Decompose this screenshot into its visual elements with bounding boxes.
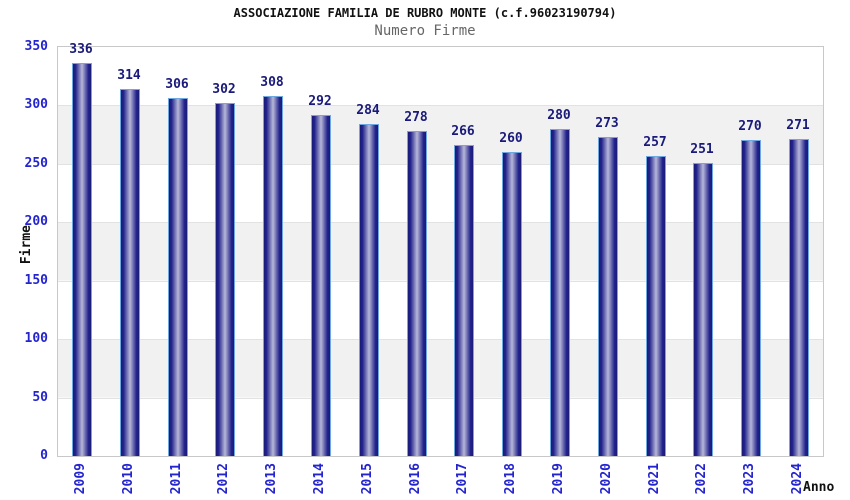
x-tick-label: 2018: [503, 463, 518, 495]
y-tick-label: 350: [24, 39, 48, 54]
bar-2009: [72, 63, 92, 456]
chart-subtitle: Numero Firme: [374, 23, 476, 39]
x-tick-label: 2021: [647, 463, 662, 495]
x-tick-label: 2009: [73, 463, 88, 495]
y-tick-label: 300: [24, 97, 48, 113]
plot-area: [57, 46, 824, 457]
bar-value-label: 302: [212, 82, 236, 97]
x-tick-label: 2011: [169, 463, 184, 495]
bar-value-label: 314: [117, 68, 141, 83]
x-tick-label: 2012: [216, 463, 231, 495]
bar-2015: [359, 124, 379, 456]
gridline: [58, 105, 823, 107]
bar-2011: [168, 98, 188, 456]
bar-2019: [550, 129, 570, 456]
bar-value-label: 266: [451, 124, 475, 139]
bar-2017: [454, 145, 474, 456]
bar-2020: [598, 137, 618, 456]
bar-2021: [646, 156, 666, 456]
bar-value-label: 273: [595, 116, 619, 131]
x-tick-label: 2016: [408, 463, 423, 495]
bar-value-label: 257: [643, 135, 667, 150]
x-tick-label: 2022: [694, 463, 709, 495]
bar-value-label: 284: [356, 103, 380, 118]
gridline: [58, 397, 823, 399]
x-tick-label: 2017: [455, 463, 470, 495]
bar-2016: [407, 131, 427, 456]
bar-value-label: 308: [260, 75, 284, 90]
bar-value-label: 251: [690, 142, 714, 157]
x-tick-label: 2020: [599, 463, 614, 495]
bar-2010: [120, 89, 140, 456]
bar-value-label: 306: [165, 77, 189, 92]
y-tick-label: 100: [24, 331, 48, 347]
gridline: [58, 280, 823, 282]
bar-value-label: 271: [786, 118, 810, 133]
x-tick-label: 2023: [742, 463, 757, 495]
bar-value-label: 270: [738, 119, 762, 134]
bar-2022: [693, 163, 713, 456]
x-tick-label: 2014: [312, 463, 327, 495]
bar-2013: [263, 96, 283, 456]
x-tick-label: 2010: [121, 463, 136, 495]
gridline: [58, 163, 823, 165]
x-tick-label: 2019: [551, 463, 566, 495]
y-tick-label: 0: [40, 448, 48, 463]
y-tick-label: 250: [24, 155, 48, 171]
bar-2024: [789, 139, 809, 456]
x-axis-title: Anno: [803, 480, 835, 495]
chart-title: ASSOCIAZIONE FAMILIA DE RUBRO MONTE (c.f…: [233, 6, 617, 20]
bar-value-label: 292: [308, 94, 332, 109]
bar-2023: [741, 140, 761, 456]
bar-value-label: 278: [404, 110, 428, 125]
x-tick-label: 2015: [360, 463, 375, 495]
bar-value-label: 280: [547, 108, 571, 123]
bar-2014: [311, 115, 331, 456]
bar-2012: [215, 103, 235, 456]
gridline: [58, 222, 823, 224]
gridline: [58, 339, 823, 341]
y-axis-title: Firme: [19, 225, 34, 265]
bar-2018: [502, 152, 522, 456]
y-tick-label: 150: [24, 272, 48, 288]
y-tick-label: 50: [32, 389, 48, 405]
y-tick-label: 200: [24, 214, 48, 230]
bar-value-label: 336: [69, 42, 93, 57]
x-tick-label: 2013: [264, 463, 279, 495]
bar-value-label: 260: [499, 131, 523, 146]
